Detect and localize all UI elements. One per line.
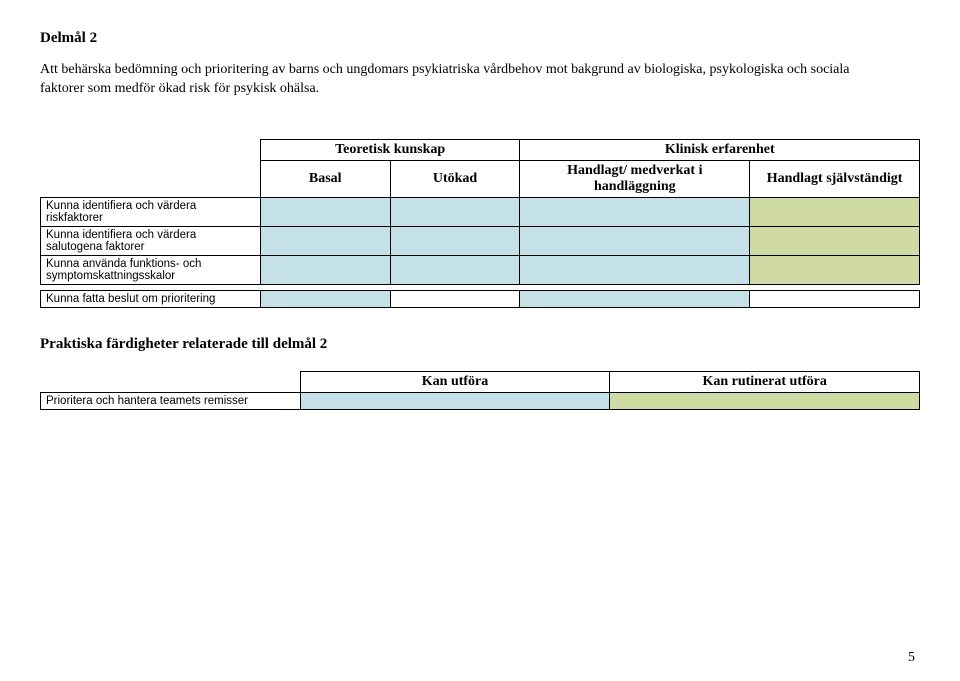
cell-hand2	[750, 255, 920, 284]
table-row: Kunna identifiera och värdera salutogena…	[41, 226, 920, 255]
cell-hand2	[750, 226, 920, 255]
subheader-hand1: Handlagt/ medverkat i handläggning	[520, 160, 750, 197]
cell-basal	[260, 255, 390, 284]
table-row: Prioritera och hantera teamets remisser	[41, 392, 920, 409]
cell-hand2	[750, 290, 920, 307]
skills-header-col1: Kan utföra	[300, 371, 610, 392]
cell-basal	[260, 197, 390, 226]
skills-header-blank	[41, 371, 301, 392]
row-label: Kunna identifiera och värdera salutogena…	[41, 226, 261, 255]
row-label: Kunna identifiera och värdera riskfaktor…	[41, 197, 261, 226]
table-row: Kunna identifiera och värdera riskfaktor…	[41, 197, 920, 226]
subheader-utokad: Utökad	[390, 160, 520, 197]
cell-can-do	[300, 392, 610, 409]
cell-basal	[260, 290, 390, 307]
cell-routine	[610, 392, 920, 409]
header-blank	[41, 139, 261, 160]
header-blank-2	[41, 160, 261, 197]
cell-basal	[260, 226, 390, 255]
cell-hand1	[520, 255, 750, 284]
skills-header-col2: Kan rutinerat utföra	[610, 371, 920, 392]
cell-hand1	[520, 290, 750, 307]
row-label: Kunna använda funktions- och symptomskat…	[41, 255, 261, 284]
table-row: Kunna använda funktions- och symptomskat…	[41, 255, 920, 284]
competency-table: Teoretisk kunskap Klinisk erfarenhet Bas…	[40, 139, 920, 308]
row-label: Prioritera och hantera teamets remisser	[41, 392, 301, 409]
cell-utokad	[390, 290, 520, 307]
table-header-row-1: Teoretisk kunskap Klinisk erfarenhet	[41, 139, 920, 160]
page-number: 5	[908, 650, 915, 666]
table-row: Kunna fatta beslut om prioritering	[41, 290, 920, 307]
cell-hand2	[750, 197, 920, 226]
header-group-left: Teoretisk kunskap	[260, 139, 520, 160]
table-header-row-2: Basal Utökad Handlagt/ medverkat i handl…	[41, 160, 920, 197]
section-paragraph: Att behärska bedömning och prioritering …	[40, 61, 860, 99]
row-label: Kunna fatta beslut om prioritering	[41, 290, 261, 307]
header-group-right: Klinisk erfarenhet	[520, 139, 920, 160]
subheader-hand2: Handlagt självständigt	[750, 160, 920, 197]
cell-utokad	[390, 226, 520, 255]
subheader-basal: Basal	[260, 160, 390, 197]
cell-utokad	[390, 197, 520, 226]
skills-table: Kan utföra Kan rutinerat utföra Priorite…	[40, 371, 920, 410]
cell-hand1	[520, 197, 750, 226]
cell-hand1	[520, 226, 750, 255]
section-title: Delmål 2	[40, 30, 920, 47]
subsection-heading: Praktiska färdigheter relaterade till de…	[40, 336, 920, 353]
skills-header-row: Kan utföra Kan rutinerat utföra	[41, 371, 920, 392]
cell-utokad	[390, 255, 520, 284]
